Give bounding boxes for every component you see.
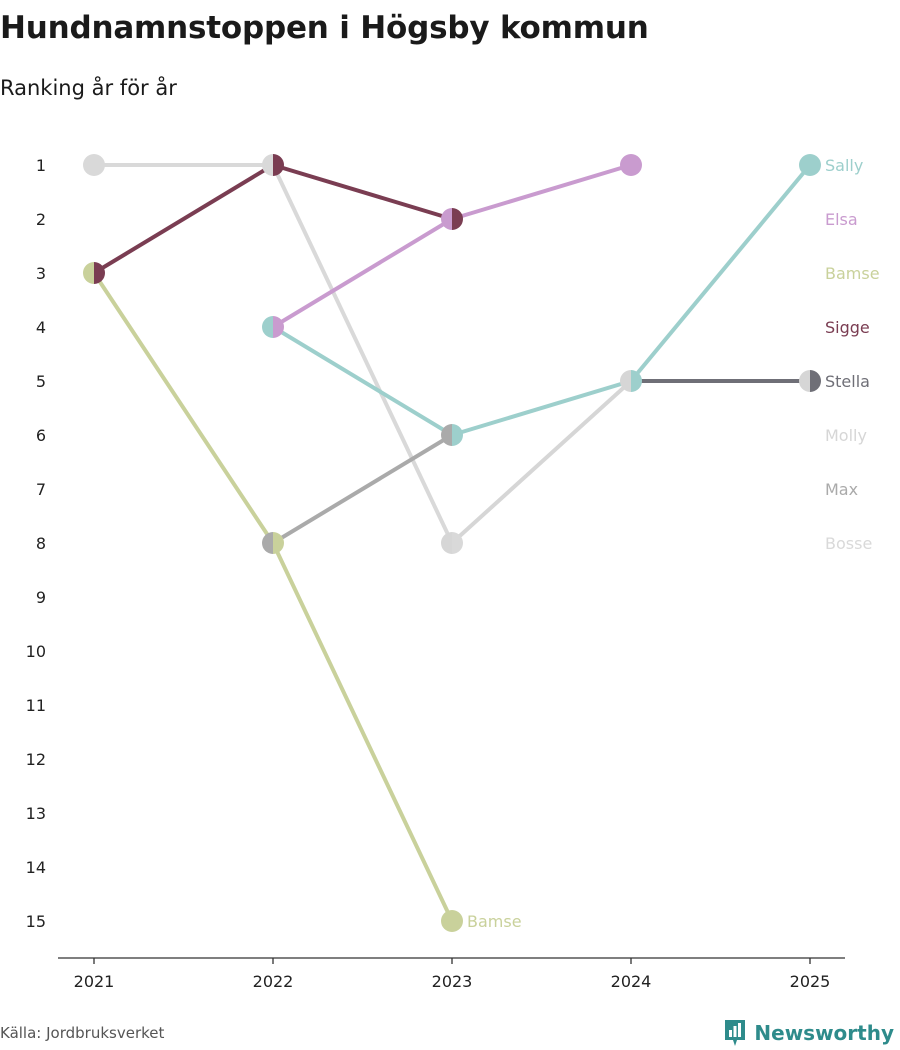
y-tick-label: 2 [36, 210, 46, 229]
y-tick-label: 15 [26, 912, 46, 931]
point-marker-left-half [262, 154, 273, 176]
x-tick-label: 2023 [432, 972, 473, 991]
y-tick-label: 1 [36, 156, 46, 175]
brand-logo: Newsworthy [723, 1018, 894, 1048]
point-marker-left-half [83, 262, 94, 284]
point-marker-right-half [273, 316, 284, 338]
point-marker-left-half [799, 370, 810, 392]
x-tick-label: 2022 [253, 972, 294, 991]
y-tick-label: 9 [36, 588, 46, 607]
series-line-molly [450, 379, 812, 545]
point-marker [441, 910, 463, 932]
brand-name: Newsworthy [754, 1021, 894, 1045]
y-tick-label: 12 [26, 750, 46, 769]
series-line-max [271, 433, 454, 545]
point-marker-left-half [620, 370, 631, 392]
series-line-elsa [271, 163, 633, 329]
point-marker-left-half [441, 532, 452, 554]
point-marker-right-half [452, 532, 463, 554]
y-tick-label: 3 [36, 264, 46, 283]
series-label-max: Max [825, 480, 858, 499]
y-tick-label: 11 [26, 696, 46, 715]
source-note: Källa: Jordbruksverket [0, 1024, 165, 1042]
series-line-bamse [92, 271, 454, 923]
point-marker-left-half [441, 208, 452, 230]
series-label-sigge: Sigge [825, 318, 870, 337]
point-marker-left-half [262, 532, 273, 554]
series-label-bosse: Bosse [825, 534, 872, 553]
x-axis: 2021 2022 2023 2024 2025 [58, 957, 845, 991]
series-label-bamse: Bamse [825, 264, 880, 283]
point-marker [620, 154, 642, 176]
y-tick-label: 10 [26, 642, 46, 661]
y-tick-label: 4 [36, 318, 46, 337]
series-label-elsa: Elsa [825, 210, 858, 229]
newsworthy-logo-icon [725, 1020, 746, 1046]
y-tick-label: 13 [26, 804, 46, 823]
point-marker-right-half [273, 154, 284, 176]
y-tick-label: 6 [36, 426, 46, 445]
point-marker [799, 154, 821, 176]
point-marker-right-half [452, 208, 463, 230]
series-label-sally: Sally [825, 156, 863, 175]
y-tick-label: 5 [36, 372, 46, 391]
series-label-molly: Molly [825, 426, 867, 445]
chart-subtitle: Ranking år för år [0, 76, 177, 100]
series-label-stella: Stella [825, 372, 870, 391]
y-tick-label: 14 [26, 858, 46, 877]
series-labels: Sally Elsa Bamse Sigge Stella Molly Max Bosse Ba… [467, 156, 880, 931]
chart-title: Hundnamnstoppen i Högsby kommun [0, 10, 649, 46]
point-marker-right-half [94, 262, 105, 284]
y-tick-label: 8 [36, 534, 46, 553]
x-tick-label: 2021 [74, 972, 115, 991]
point-marker-right-half [631, 370, 642, 392]
x-tick-label: 2024 [611, 972, 652, 991]
annotation-label: Bamse [467, 912, 522, 931]
point-marker-left-half [262, 316, 273, 338]
series-line-sigge [92, 163, 454, 275]
point-marker-right-half [452, 424, 463, 446]
series-markers [83, 154, 821, 932]
series-line-sally [271, 163, 812, 437]
point-marker-left-half [441, 424, 452, 446]
y-tick-label: 7 [36, 480, 46, 499]
point-marker-right-half [273, 532, 284, 554]
point-marker [83, 154, 105, 176]
point-marker-right-half [810, 370, 821, 392]
x-tick-label: 2025 [790, 972, 831, 991]
